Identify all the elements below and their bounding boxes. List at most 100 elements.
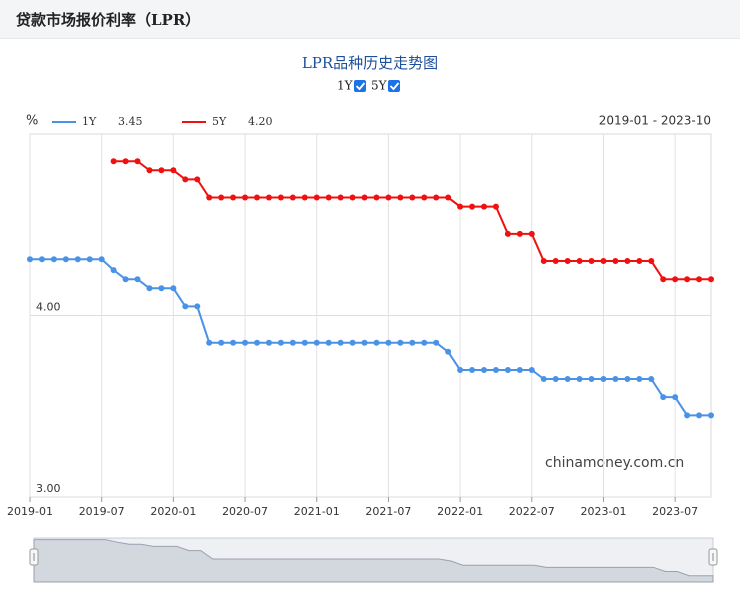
checkbox-check bbox=[389, 82, 400, 91]
data-point bbox=[385, 339, 392, 346]
data-point bbox=[349, 194, 356, 201]
data-point bbox=[421, 339, 428, 346]
data-point bbox=[696, 412, 703, 419]
data-point bbox=[528, 230, 535, 237]
data-point bbox=[672, 276, 679, 283]
data-point bbox=[457, 366, 464, 373]
data-point bbox=[170, 285, 177, 292]
data-point bbox=[337, 194, 344, 201]
y-axis-label: % bbox=[26, 114, 38, 129]
checkbox-label[interactable]: 5Y bbox=[371, 79, 388, 93]
data-point bbox=[481, 366, 487, 373]
data-point bbox=[373, 339, 380, 346]
data-point bbox=[492, 366, 499, 373]
data-point bbox=[648, 376, 655, 383]
data-point bbox=[397, 339, 404, 346]
data-point bbox=[445, 194, 452, 201]
series-line bbox=[30, 258, 711, 417]
data-point bbox=[576, 258, 583, 265]
data-point bbox=[385, 194, 392, 201]
data-point bbox=[158, 167, 165, 174]
data-point bbox=[708, 412, 714, 419]
data-point bbox=[122, 158, 129, 165]
data-point bbox=[624, 258, 631, 265]
data-point bbox=[265, 339, 272, 346]
data-point bbox=[409, 339, 416, 346]
navigator-area bbox=[33, 539, 714, 583]
data-point bbox=[648, 258, 655, 265]
x-tick-label: 2022-01 bbox=[437, 505, 483, 518]
data-point bbox=[146, 285, 153, 292]
data-point bbox=[612, 258, 619, 265]
checkbox[interactable] bbox=[354, 80, 366, 92]
data-point bbox=[313, 194, 320, 201]
data-point bbox=[409, 194, 416, 201]
legend-label: 5Y bbox=[212, 115, 227, 128]
data-point bbox=[516, 230, 523, 237]
data-point bbox=[576, 376, 583, 383]
data-point bbox=[516, 366, 523, 373]
data-point bbox=[624, 376, 631, 383]
data-point bbox=[349, 339, 356, 346]
data-point bbox=[696, 276, 703, 283]
data-point bbox=[230, 194, 237, 201]
data-point bbox=[684, 412, 691, 419]
data-point bbox=[325, 194, 332, 201]
data-point bbox=[230, 339, 237, 346]
data-point bbox=[38, 256, 45, 263]
data-point bbox=[158, 285, 165, 292]
data-point bbox=[564, 376, 571, 383]
header-title: 贷款市场报价利率（LPR） bbox=[16, 11, 201, 29]
legend-value: 4.20 bbox=[248, 115, 273, 128]
data-point bbox=[254, 194, 260, 201]
data-point bbox=[540, 258, 547, 265]
data-point bbox=[337, 339, 344, 346]
y-tick-label: 3.00 bbox=[36, 482, 61, 495]
chart-title: LPR品种历史走势图 bbox=[302, 54, 438, 72]
data-point bbox=[218, 194, 225, 201]
data-point bbox=[672, 394, 679, 401]
data-point bbox=[469, 203, 476, 210]
data-point bbox=[134, 158, 141, 165]
data-point bbox=[708, 276, 714, 283]
checkbox[interactable] bbox=[388, 80, 400, 92]
legend-value: 3.45 bbox=[118, 115, 143, 128]
data-point bbox=[325, 339, 332, 346]
data-point bbox=[528, 366, 535, 373]
series-line bbox=[113, 160, 711, 281]
data-point bbox=[98, 256, 105, 263]
data-point bbox=[552, 258, 559, 265]
data-point bbox=[552, 376, 559, 383]
data-point bbox=[218, 339, 225, 346]
data-point bbox=[289, 194, 296, 201]
x-tick-label: 2020-07 bbox=[222, 505, 268, 518]
data-point bbox=[254, 339, 260, 346]
checkbox-label[interactable]: 1Y bbox=[337, 79, 354, 93]
data-point bbox=[62, 256, 69, 263]
data-point bbox=[122, 276, 129, 283]
legend-label: 1Y bbox=[82, 115, 97, 128]
x-tick-label: 2021-07 bbox=[365, 505, 411, 518]
data-point bbox=[206, 194, 213, 201]
data-point bbox=[504, 230, 511, 237]
data-point bbox=[110, 267, 117, 274]
x-tick-label: 2023-07 bbox=[652, 505, 698, 518]
x-tick-label: 2021-01 bbox=[294, 505, 340, 518]
data-point bbox=[564, 258, 571, 265]
data-point bbox=[421, 194, 428, 201]
checkbox-check bbox=[355, 82, 366, 91]
data-point bbox=[74, 256, 81, 263]
data-point bbox=[301, 339, 308, 346]
data-point bbox=[540, 376, 547, 383]
data-point bbox=[469, 366, 476, 373]
data-point bbox=[277, 194, 284, 201]
data-point bbox=[194, 303, 201, 310]
data-point bbox=[194, 176, 201, 183]
data-point bbox=[636, 376, 643, 383]
data-point bbox=[206, 339, 213, 346]
data-point bbox=[170, 167, 177, 174]
data-point bbox=[242, 339, 249, 346]
x-tick-label: 2019-01 bbox=[7, 505, 53, 518]
